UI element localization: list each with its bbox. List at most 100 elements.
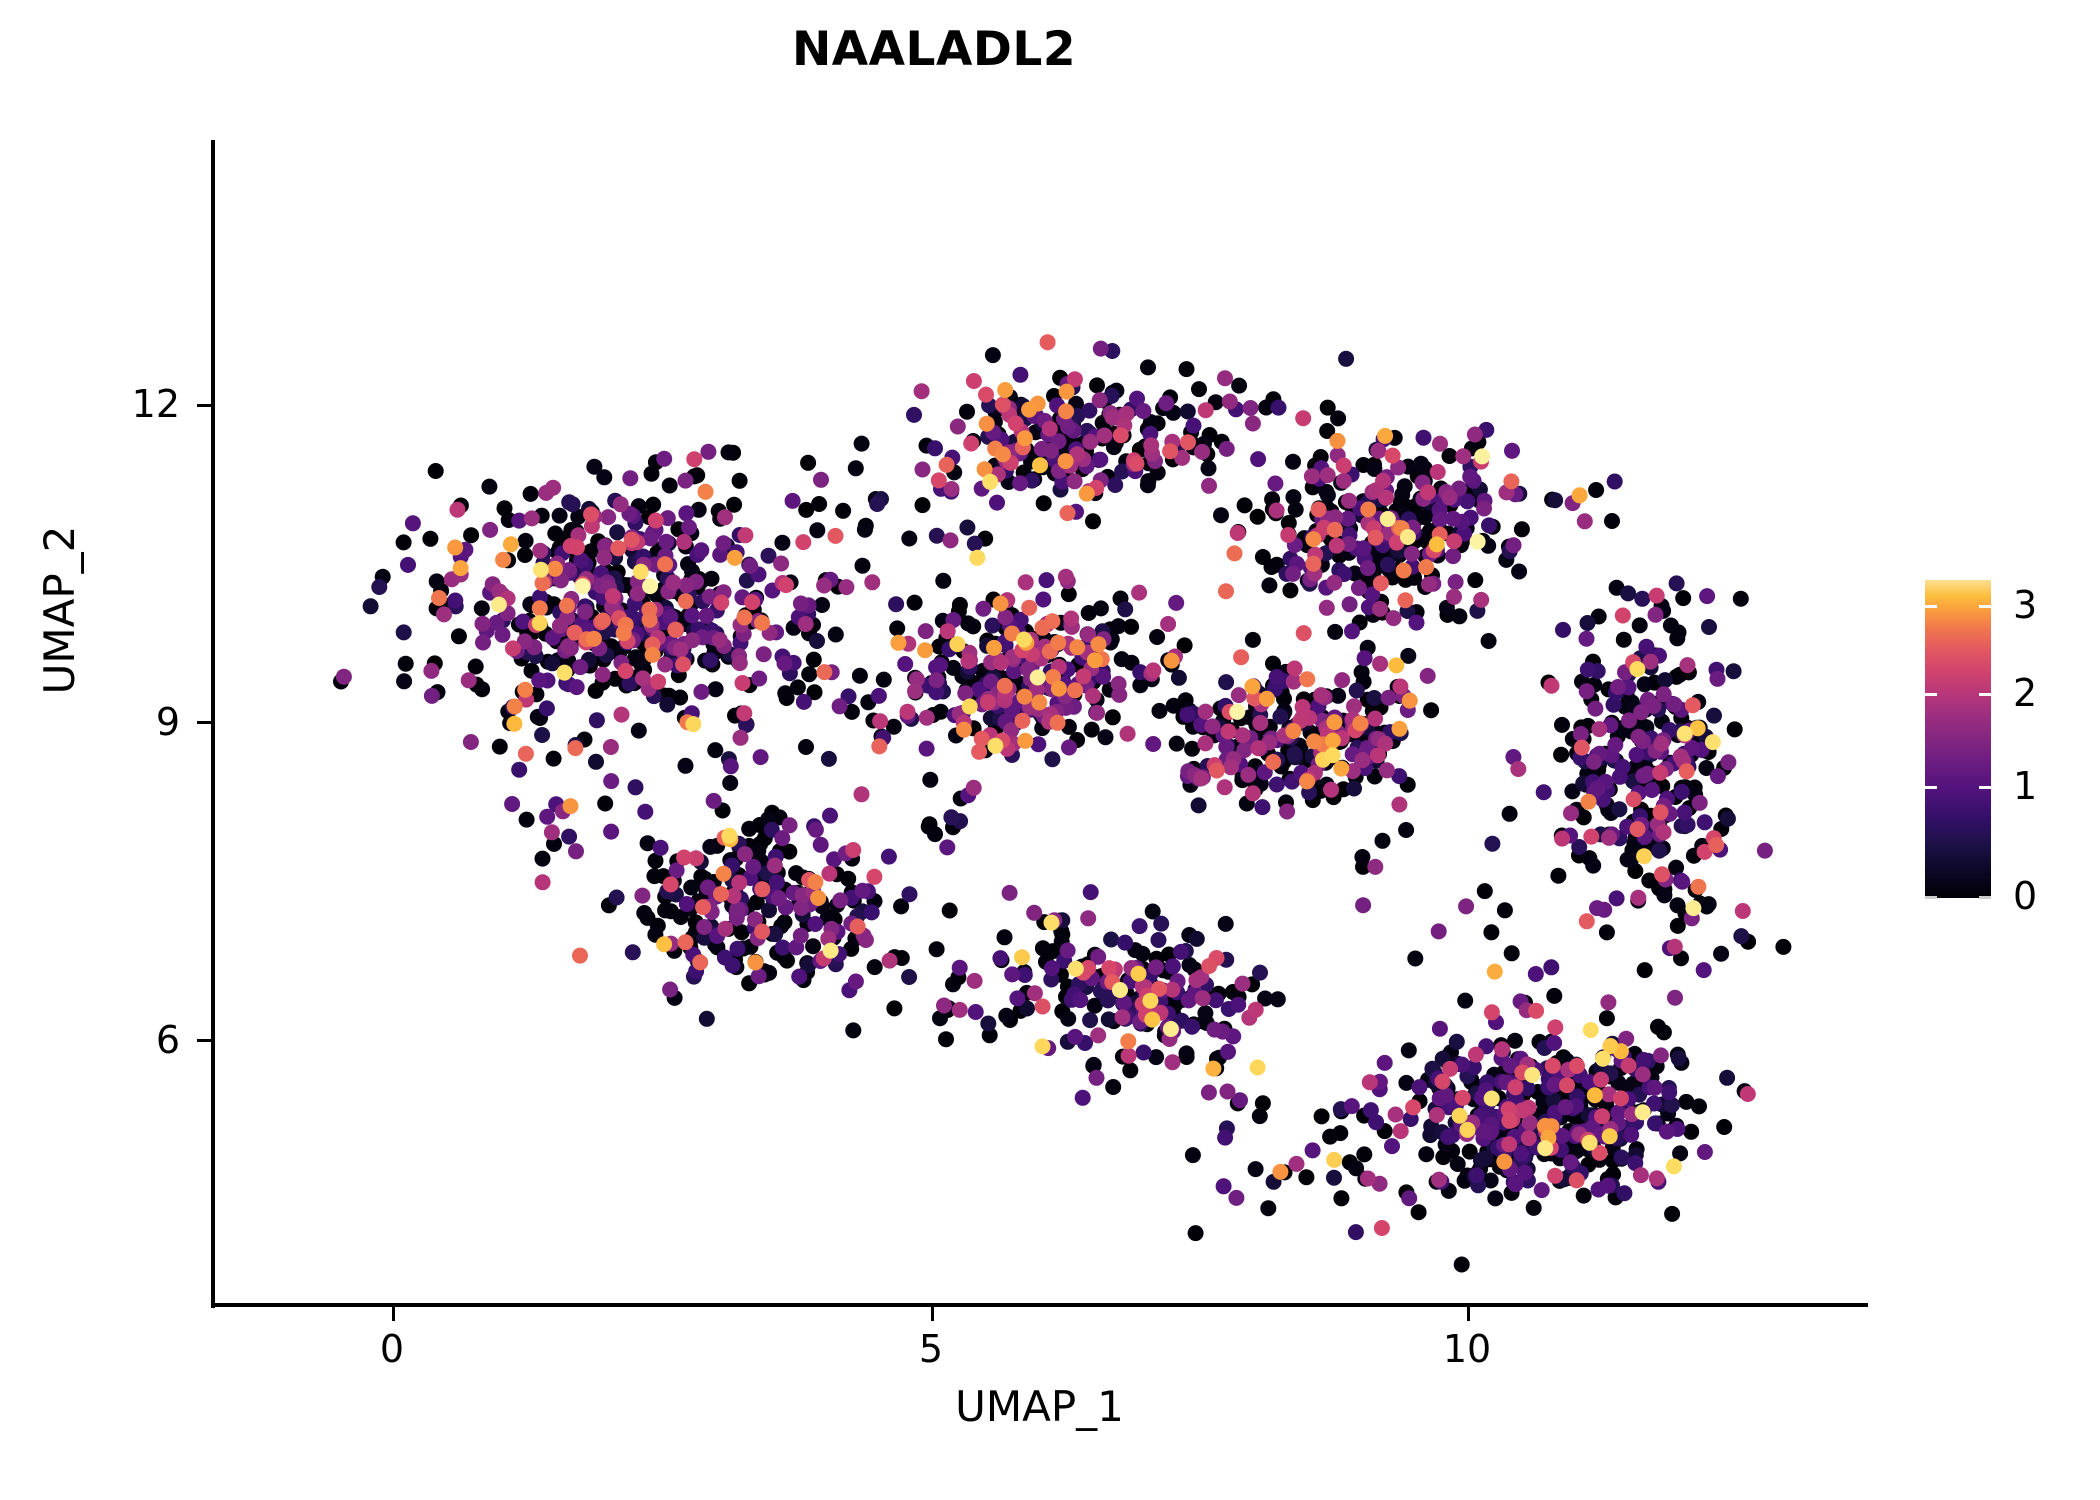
colorbar-tick-label-3: 3 (2013, 583, 2038, 627)
scatter-point (1356, 650, 1373, 667)
scatter-point (436, 606, 452, 623)
scatter-point (737, 527, 754, 544)
scatter-point (1634, 1104, 1651, 1121)
scatter-point (1043, 960, 1060, 977)
scatter-point (1431, 511, 1448, 528)
x-tick-label-5: 5 (918, 1327, 944, 1371)
scatter-point (770, 890, 787, 907)
scatter-point (1313, 1108, 1330, 1125)
scatter-point (1090, 1027, 1107, 1044)
scatter-point (1089, 704, 1105, 721)
scatter-point (1295, 625, 1312, 642)
scatter-point (752, 749, 769, 766)
scatter-point (1709, 670, 1726, 687)
scatter-point (1257, 990, 1274, 1007)
scatter-point (939, 623, 956, 640)
scatter-point (1620, 1057, 1637, 1074)
scatter-point (1057, 453, 1074, 470)
scatter-point (1252, 715, 1269, 731)
scatter-point (871, 738, 888, 755)
scatter-point (1265, 655, 1281, 672)
scatter-point (992, 595, 1009, 612)
scatter-point (1725, 663, 1742, 680)
scatter-point (1691, 794, 1708, 811)
scatter-point (1014, 712, 1031, 729)
scatter-point (1340, 536, 1357, 552)
scatter-point (603, 773, 620, 790)
scatter-point (1041, 420, 1058, 437)
scatter-point (1563, 805, 1579, 822)
scatter-point (1197, 735, 1214, 752)
scatter-point (1268, 669, 1285, 685)
scatter-point (1537, 1117, 1554, 1134)
scatter-point (951, 959, 968, 976)
scatter-point (562, 798, 579, 815)
scatter-point (1431, 1020, 1448, 1037)
scatter-point (1294, 699, 1311, 715)
scatter-point (1441, 448, 1458, 464)
scatter-point (1662, 617, 1679, 634)
scatter-point (978, 386, 994, 403)
scatter-point (1364, 586, 1381, 603)
scatter-point (705, 792, 722, 809)
scatter-point (831, 698, 848, 715)
scatter-point (1468, 1167, 1485, 1184)
scatter-point (731, 472, 748, 489)
colorbar-tick-label-2: 2 (2013, 671, 2038, 715)
scatter-point (678, 505, 695, 522)
scatter-point (1244, 631, 1261, 648)
scatter-point (1096, 427, 1113, 444)
scatter-point (427, 463, 444, 479)
scatter-point (1344, 623, 1360, 640)
scatter-point (1280, 515, 1297, 531)
scatter-point (1143, 437, 1160, 454)
scatter-point (1514, 1102, 1531, 1119)
scatter-point (1683, 1123, 1700, 1140)
scatter-point (1324, 747, 1341, 764)
scatter-point (569, 539, 585, 556)
scatter-point (1176, 637, 1193, 654)
scatter-point (1432, 435, 1448, 452)
scatter-point (1352, 715, 1369, 732)
scatter-point (1579, 615, 1596, 631)
scatter-point (1374, 832, 1391, 849)
scatter-point (604, 588, 621, 605)
scatter-point (1591, 721, 1608, 738)
scatter-point (1305, 555, 1322, 572)
scatter-point (1547, 1019, 1564, 1036)
scatter-point (1646, 1079, 1663, 1096)
scatter-point (646, 868, 663, 885)
scatter-point (1473, 591, 1490, 608)
scatter-point (1338, 350, 1355, 367)
scatter-point (1635, 1052, 1652, 1068)
scatter-point (662, 609, 679, 625)
scatter-point (1226, 545, 1243, 562)
scatter-point (539, 808, 556, 825)
scatter-point (617, 663, 634, 679)
scatter-point (1197, 1005, 1214, 1022)
scatter-point (1652, 764, 1669, 781)
scatter-point (1360, 501, 1377, 518)
scatter-point (1194, 443, 1211, 460)
scatter-point (1184, 1018, 1200, 1035)
scatter-point (1585, 857, 1602, 874)
scatter-point (1160, 616, 1177, 632)
scatter-point (1641, 872, 1658, 889)
scatter-point (1462, 468, 1479, 485)
scatter-point (505, 640, 521, 657)
scatter-point (668, 862, 685, 879)
scatter-point (1242, 400, 1259, 416)
scatter-point (1218, 440, 1235, 457)
scatter-point (517, 745, 534, 762)
scatter-point (795, 534, 812, 551)
scatter-point (1555, 621, 1571, 638)
scatter-point (693, 683, 710, 700)
scatter-point (913, 383, 930, 400)
scatter-point (951, 1001, 968, 1018)
scatter-point (917, 623, 934, 640)
scatter-point (1695, 962, 1712, 979)
scatter-point (1162, 1021, 1179, 1037)
scatter-point (473, 600, 490, 617)
scatter-point (1148, 959, 1164, 976)
scatter-point (1014, 949, 1030, 966)
